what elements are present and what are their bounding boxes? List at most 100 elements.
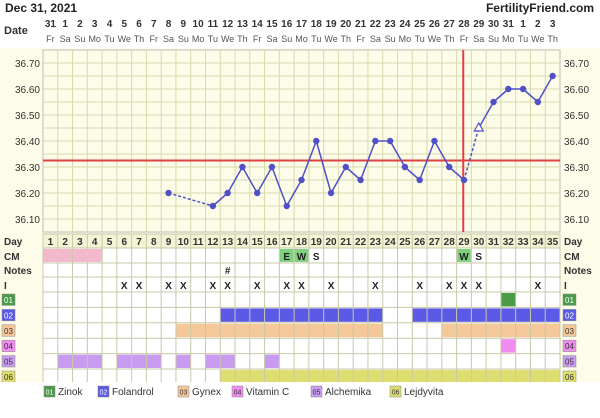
cm-code: S <box>475 252 482 263</box>
intercourse-mark: X <box>121 281 128 292</box>
header-strip <box>0 0 600 48</box>
med-cell <box>456 370 472 384</box>
cm-cell <box>279 249 294 262</box>
med-cell <box>338 370 354 384</box>
intercourse-mark: X <box>180 281 187 292</box>
date-label: 31 <box>503 19 515 30</box>
med-badge-left <box>1 355 16 368</box>
cycle-day-label: 19 <box>311 237 323 248</box>
med-cell <box>131 354 147 368</box>
weekday-label: Th <box>547 34 558 44</box>
y-tick-label-left: 36.20 <box>15 189 40 200</box>
med-badge-right-code: 05 <box>565 358 574 367</box>
intercourse-mark: X <box>210 281 217 292</box>
cycle-day-label: 6 <box>121 237 127 248</box>
intercourse-mark: X <box>372 281 379 292</box>
date-label: 5 <box>121 19 127 30</box>
temp-point <box>165 189 172 197</box>
med-cell <box>205 323 221 338</box>
med-cell <box>500 339 516 353</box>
legend-code: 02 <box>100 390 108 397</box>
date-label: 2 <box>535 19 541 30</box>
cycle-day-label: 1 <box>48 237 54 248</box>
date-label: 7 <box>151 19 157 30</box>
med-cell <box>190 323 206 338</box>
med-cell <box>515 308 531 322</box>
date-label: 1 <box>62 19 68 30</box>
row-label-left-day: Day <box>4 237 23 248</box>
row-label-right-notes: Notes <box>564 266 592 277</box>
cycle-day-label: 35 <box>547 237 559 248</box>
med-badge-right-code: 02 <box>565 311 574 320</box>
med-cell <box>220 354 236 368</box>
cycle-day-label: 25 <box>399 237 411 248</box>
weekday-label: Tu <box>104 34 114 44</box>
period-cell <box>43 249 58 262</box>
y-tick-label-left: 36.10 <box>15 215 40 226</box>
temp-point <box>224 189 231 197</box>
row-label-left-notes: Notes <box>4 266 32 277</box>
date-label: 4 <box>107 19 113 30</box>
temp-point <box>313 137 320 145</box>
med-badge-right <box>562 293 577 306</box>
temp-line-segment <box>300 140 317 181</box>
med-cell <box>294 308 309 322</box>
temp-line-segment <box>433 140 450 168</box>
med-badge-left-code: 03 <box>4 327 13 336</box>
temp-line-segment <box>463 127 480 181</box>
med-cell <box>427 308 442 322</box>
med-cell <box>57 354 73 368</box>
weekday-label: Tu <box>415 34 425 44</box>
med-cell <box>264 308 280 322</box>
med-badge-right <box>562 339 577 352</box>
date-label: 9 <box>181 19 187 30</box>
cycle-day-label: 12 <box>207 237 219 248</box>
med-cell <box>515 370 531 384</box>
weekday-label: Th <box>237 34 248 44</box>
cycle-day-label: 32 <box>503 237 515 248</box>
y-tick-label-right: 36.10 <box>564 215 589 226</box>
weekday-label: Fr <box>356 34 365 44</box>
med-cell <box>279 308 295 322</box>
med-badge-right-code: 03 <box>565 327 574 336</box>
period-cell <box>87 249 102 262</box>
weekday-label: Sa <box>266 34 277 44</box>
y-tick-label-right: 36.50 <box>564 111 589 122</box>
temp-point-open <box>473 121 485 132</box>
cycle-day-label: 3 <box>77 237 83 248</box>
med-cell <box>87 354 103 368</box>
date-label: 26 <box>429 19 441 30</box>
med-cell <box>397 370 413 384</box>
med-cell <box>545 308 560 322</box>
intercourse-mark: X <box>535 281 542 292</box>
med-cell <box>308 323 324 338</box>
cycle-day-label: 21 <box>340 237 352 248</box>
date-label: 10 <box>193 19 205 30</box>
cm-code: E <box>283 252 290 263</box>
temp-line-segment <box>478 101 495 129</box>
temp-line-segment <box>315 140 332 194</box>
med-cell <box>441 370 457 384</box>
date-label: 28 <box>458 19 470 30</box>
intercourse-mark: X <box>446 281 453 292</box>
weekday-label: Sa <box>473 34 484 44</box>
med-cell <box>471 370 487 384</box>
cycle-day-label: 17 <box>281 237 293 248</box>
row-label-right-cm: CM <box>564 252 580 263</box>
date-label: 24 <box>399 19 411 30</box>
temp-line-segment <box>448 166 465 181</box>
med-cell <box>500 323 516 338</box>
cm-code: W <box>297 252 307 263</box>
intercourse-mark: X <box>461 281 468 292</box>
weekday-label: We <box>118 34 131 44</box>
date-label: 15 <box>266 19 278 30</box>
med-badge-right <box>562 355 577 368</box>
med-cell <box>441 323 457 338</box>
weekday-label: Fr <box>150 34 159 44</box>
temp-line-segment <box>404 166 421 181</box>
temp-line-segment <box>286 179 303 207</box>
legend-name: Folandrol <box>112 387 154 398</box>
med-badge-left <box>1 339 16 352</box>
legend-name: Zinok <box>58 387 83 398</box>
